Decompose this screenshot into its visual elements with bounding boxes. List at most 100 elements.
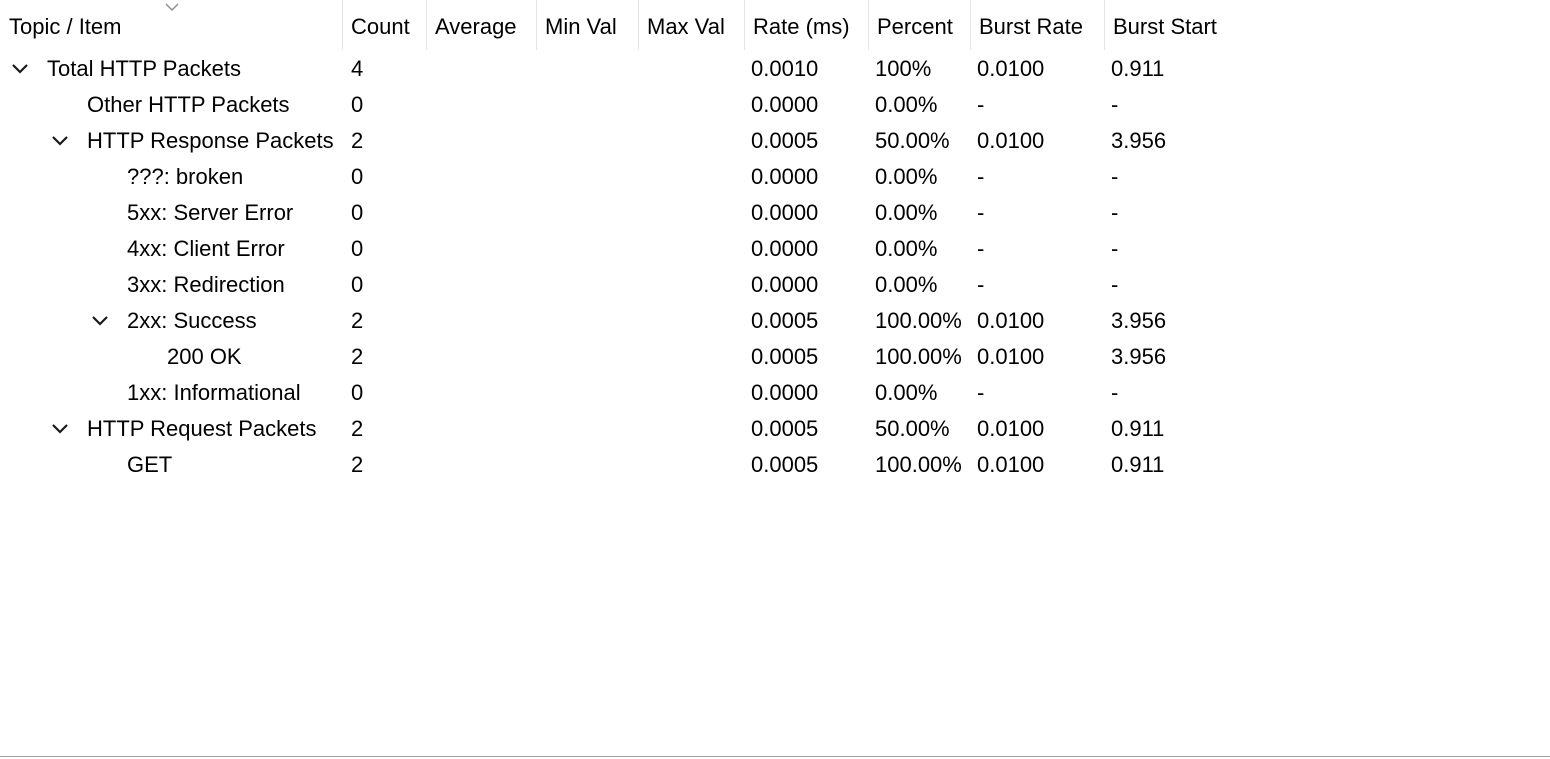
row-percent: 0.00% xyxy=(875,92,938,117)
column-separator[interactable] xyxy=(970,0,971,50)
tree-row[interactable]: 2xx: Success 2 0.0005 100.00% 0.0100 3.956 xyxy=(0,303,1550,339)
column-separator[interactable] xyxy=(1104,0,1105,50)
column-header-percent-label: Percent xyxy=(877,14,953,39)
column-header-rate[interactable]: Rate (ms) xyxy=(744,0,868,50)
row-percent: 50.00% xyxy=(875,416,950,441)
row-rate: 0.0000 xyxy=(751,236,819,261)
row-percent: 0.00% xyxy=(875,200,938,225)
row-count: 0 xyxy=(351,272,364,297)
tree-rows: Total HTTP Packets 4 0.0010 100% 0.0100 0.911… xyxy=(0,51,1550,483)
column-separator[interactable] xyxy=(426,0,427,50)
row-topic: 4xx: Client Error xyxy=(127,236,285,261)
tree-row[interactable]: Other HTTP Packets 0 0.0000 0.00% - - xyxy=(0,87,1550,123)
column-separator[interactable] xyxy=(868,0,869,50)
tree-row[interactable]: 5xx: Server Error 0 0.0000 0.00% - - xyxy=(0,195,1550,231)
column-separator[interactable] xyxy=(638,0,639,50)
tree-row[interactable]: HTTP Request Packets 2 0.0005 50.00% 0.0100 0… xyxy=(0,411,1550,447)
column-header-topic[interactable]: Topic / Item xyxy=(0,0,342,50)
row-count: 0 xyxy=(351,236,364,261)
column-header-burst-start-label: Burst Start xyxy=(1113,14,1217,39)
row-burst-start: 0.911 xyxy=(1111,452,1165,477)
row-topic: HTTP Request Packets xyxy=(87,416,317,441)
column-header-average[interactable]: Average xyxy=(426,0,536,50)
row-burst-rate: - xyxy=(977,164,985,189)
row-rate: 0.0000 xyxy=(751,272,819,297)
row-burst-start: - xyxy=(1111,236,1119,261)
column-header-count-label: Count xyxy=(351,14,410,39)
chevron-down-icon[interactable] xyxy=(51,134,69,148)
row-count: 4 xyxy=(351,56,364,81)
tree-row[interactable]: 200 OK 2 0.0005 100.00% 0.0100 3.956 xyxy=(0,339,1550,375)
row-rate: 0.0010 xyxy=(751,56,819,81)
row-rate: 0.0005 xyxy=(751,308,819,333)
row-count: 0 xyxy=(351,92,364,117)
row-burst-start: 3.956 xyxy=(1111,308,1167,333)
tree-row[interactable]: ???: broken 0 0.0000 0.00% - - xyxy=(0,159,1550,195)
column-header-max[interactable]: Max Val xyxy=(638,0,744,50)
tree-row[interactable]: 1xx: Informational 0 0.0000 0.00% - - xyxy=(0,375,1550,411)
row-topic: 200 OK xyxy=(167,344,242,369)
row-burst-rate: - xyxy=(977,272,985,297)
row-burst-start: - xyxy=(1111,92,1119,117)
row-burst-start: - xyxy=(1111,272,1119,297)
row-count: 2 xyxy=(351,308,364,333)
row-count: 2 xyxy=(351,452,364,477)
column-header-count[interactable]: Count xyxy=(342,0,426,50)
row-count: 0 xyxy=(351,380,364,405)
column-header-max-label: Max Val xyxy=(647,14,725,39)
tree-row[interactable]: 4xx: Client Error 0 0.0000 0.00% - - xyxy=(0,231,1550,267)
chevron-down-icon xyxy=(165,3,179,11)
row-topic: Total HTTP Packets xyxy=(47,56,241,81)
row-rate: 0.0005 xyxy=(751,416,819,441)
row-count: 2 xyxy=(351,128,364,153)
row-burst-start: 0.911 xyxy=(1111,416,1165,441)
row-burst-rate: - xyxy=(977,92,985,117)
row-burst-rate: 0.0100 xyxy=(977,416,1045,441)
row-burst-start: - xyxy=(1111,200,1119,225)
row-topic: 5xx: Server Error xyxy=(127,200,294,225)
row-burst-rate: - xyxy=(977,236,985,261)
row-burst-start: 3.956 xyxy=(1111,128,1167,153)
tree-row[interactable]: Total HTTP Packets 4 0.0010 100% 0.0100 0.911 xyxy=(0,51,1550,87)
column-header-min-label: Min Val xyxy=(545,14,617,39)
column-separator[interactable] xyxy=(536,0,537,50)
row-burst-start: - xyxy=(1111,380,1119,405)
row-topic: Other HTTP Packets xyxy=(87,92,290,117)
row-count: 2 xyxy=(351,416,364,441)
row-rate: 0.0005 xyxy=(751,452,819,477)
row-rate: 0.0000 xyxy=(751,92,819,117)
row-percent: 0.00% xyxy=(875,380,938,405)
tree-row[interactable]: GET 2 0.0005 100.00% 0.0100 0.911 xyxy=(0,447,1550,483)
row-percent: 100.00% xyxy=(875,452,962,477)
row-count: 0 xyxy=(351,164,364,189)
row-count: 0 xyxy=(351,200,364,225)
row-burst-start: - xyxy=(1111,164,1119,189)
column-header-min[interactable]: Min Val xyxy=(536,0,638,50)
bottom-border xyxy=(0,756,1550,757)
chevron-down-icon[interactable] xyxy=(11,62,29,76)
tree-row[interactable]: 3xx: Redirection 0 0.0000 0.00% - - xyxy=(0,267,1550,303)
column-header-percent[interactable]: Percent xyxy=(868,0,970,50)
chevron-down-icon[interactable] xyxy=(51,422,69,436)
column-header-topic-label: Topic / Item xyxy=(9,14,122,39)
row-burst-rate: 0.0100 xyxy=(977,452,1045,477)
row-burst-start: 3.956 xyxy=(1111,344,1167,369)
column-separator[interactable] xyxy=(342,0,343,50)
column-header-burst-rate[interactable]: Burst Rate xyxy=(970,0,1104,50)
row-topic: GET xyxy=(127,452,173,477)
column-header-row: Topic / Item Count Average Min Val Max V… xyxy=(0,0,1550,54)
row-percent: 0.00% xyxy=(875,272,938,297)
row-count: 2 xyxy=(351,344,364,369)
column-header-burst-start[interactable]: Burst Start xyxy=(1104,0,1244,50)
column-separator[interactable] xyxy=(744,0,745,50)
row-percent: 100.00% xyxy=(875,344,962,369)
column-header-burst-rate-label: Burst Rate xyxy=(979,14,1083,39)
row-topic: 3xx: Redirection xyxy=(127,272,285,297)
chevron-down-icon[interactable] xyxy=(91,314,109,328)
tree-row[interactable]: HTTP Response Packets 2 0.0005 50.00% 0.0100… xyxy=(0,123,1550,159)
row-topic: ???: broken xyxy=(127,164,244,189)
row-rate: 0.0000 xyxy=(751,380,819,405)
row-rate: 0.0005 xyxy=(751,128,819,153)
row-burst-rate: 0.0100 xyxy=(977,344,1045,369)
